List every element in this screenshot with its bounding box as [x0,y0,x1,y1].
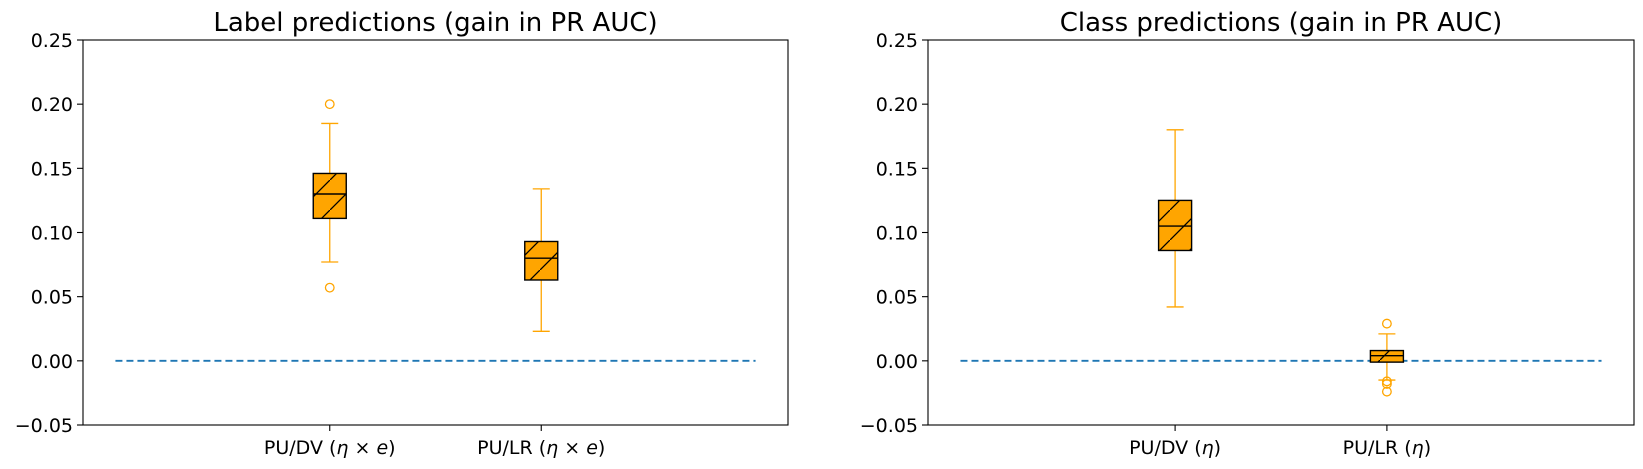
x-label-suffix: ) [388,437,395,459]
x-label-suffix: ) [1214,437,1221,459]
y-tick-label: 0.20 [31,94,73,116]
x-tick-label: PU/LR (η × e) [477,437,605,459]
box-body [312,172,347,220]
y-tick-label: 0.25 [876,30,918,52]
axes-frame [82,39,789,426]
y-tick-label: −0.05 [15,415,73,437]
x-label-prefix: PU/DV ( [1129,437,1202,459]
flier-point [324,282,335,293]
x-label-suffix: ) [598,437,605,459]
y-tick-label: 0.10 [31,223,73,245]
axes-frame [927,39,1635,426]
chart-panel-1: Label predictions (gain in PR AUC) −0.05 0… [15,8,789,459]
chart-title: Label predictions (gain in PR AUC) [213,8,657,38]
y-tick-label: 0.20 [876,94,918,116]
flier-point [1381,386,1392,397]
y-tick-label: −0.05 [860,415,918,437]
x-label-prefix: PU/DV ( [264,437,337,459]
x-label-symbol: η [1412,437,1424,459]
x-label-symbol: η × e [336,437,388,459]
box-1 [1157,129,1193,308]
x-label-prefix: PU/LR ( [477,437,546,459]
box-1 [312,99,347,293]
x-label-prefix: PU/LR ( [1343,437,1412,459]
chart-title: Class predictions (gain in PR AUC) [1060,8,1503,38]
x-label-suffix: ) [1424,437,1431,459]
x-tick-label: PU/LR (η) [1343,437,1431,459]
y-tick-label: 0.05 [876,287,918,309]
box-2 [524,188,559,332]
y-tick-label: 0.05 [31,287,73,309]
y-tick-label: 0.00 [31,351,73,373]
y-tick-label: 0.15 [31,158,73,180]
x-tick-label: PU/DV (η × e) [264,437,396,459]
y-tick-label: 0.25 [31,30,73,52]
x-label-symbol: η × e [546,437,598,459]
chart-panel-2: Class predictions (gain in PR AUC) −0.05 0… [860,8,1635,459]
y-tick-label: 0.15 [876,158,918,180]
flier-point [324,99,335,110]
flier-point [1381,318,1392,329]
y-tick-label: 0.10 [876,223,918,245]
box-2 [1369,318,1405,397]
x-tick-label: PU/DV (η) [1129,437,1221,459]
flier-point [1381,378,1392,389]
y-tick-label: 0.00 [876,351,918,373]
x-label-symbol: η [1202,437,1214,459]
flier-point [1381,376,1392,387]
box-body [524,240,559,281]
